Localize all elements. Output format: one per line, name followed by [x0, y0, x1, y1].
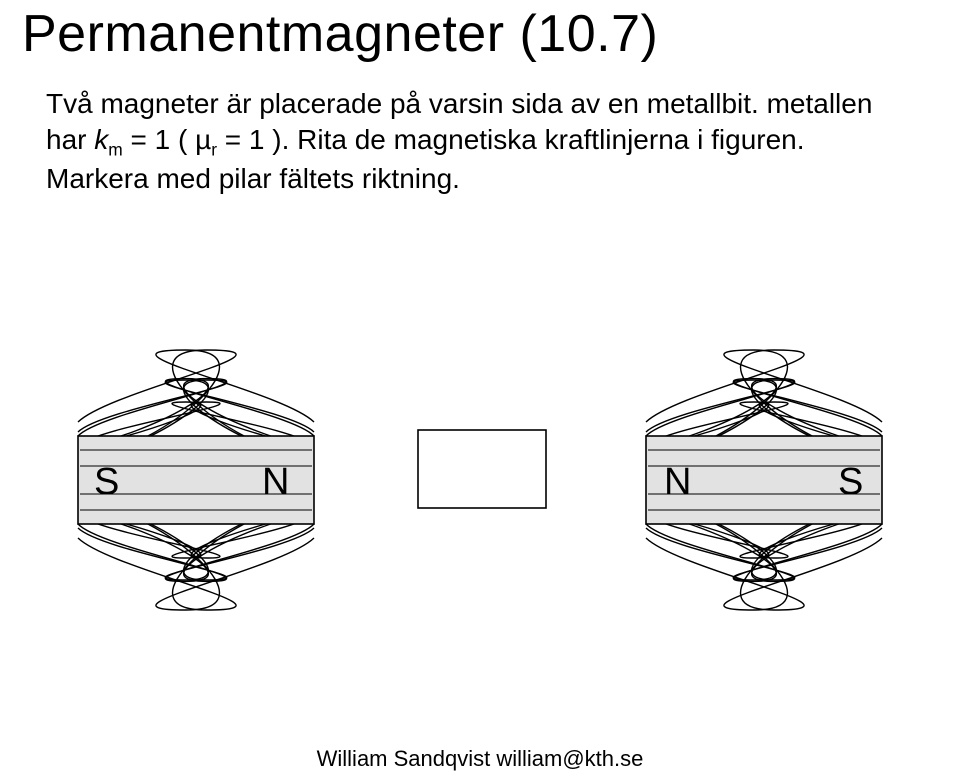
- mu-symbol: µ: [195, 124, 211, 155]
- magnet-diagram: SNNS: [10, 260, 950, 700]
- page-title: Permanentmagneter (10.7): [22, 4, 658, 64]
- text-frag: = 1 (: [123, 124, 195, 155]
- right-magnet-n-label: N: [664, 461, 691, 503]
- left-magnet-n-label: N: [262, 461, 289, 503]
- problem-text: Två magneter är placerade på varsin sida…: [46, 86, 914, 196]
- footer-text: William Sandqvist william@kth.se: [0, 746, 960, 772]
- text-line-2: har km = 1 ( µr = 1 ). Rita de magnetisk…: [46, 122, 914, 161]
- text-frag: har: [46, 124, 94, 155]
- metal-block: [418, 430, 546, 508]
- right-magnet-s-label: S: [838, 461, 863, 503]
- k-symbol: k: [94, 124, 108, 155]
- text-line-1: Två magneter är placerade på varsin sida…: [46, 86, 914, 122]
- text-frag: = 1 ). Rita de magnetiska kraftlinjerna …: [217, 124, 805, 155]
- text-line-3: Markera med pilar fältets riktning.: [46, 161, 914, 197]
- k-subscript: m: [108, 139, 122, 159]
- left-magnet-s-label: S: [94, 461, 119, 503]
